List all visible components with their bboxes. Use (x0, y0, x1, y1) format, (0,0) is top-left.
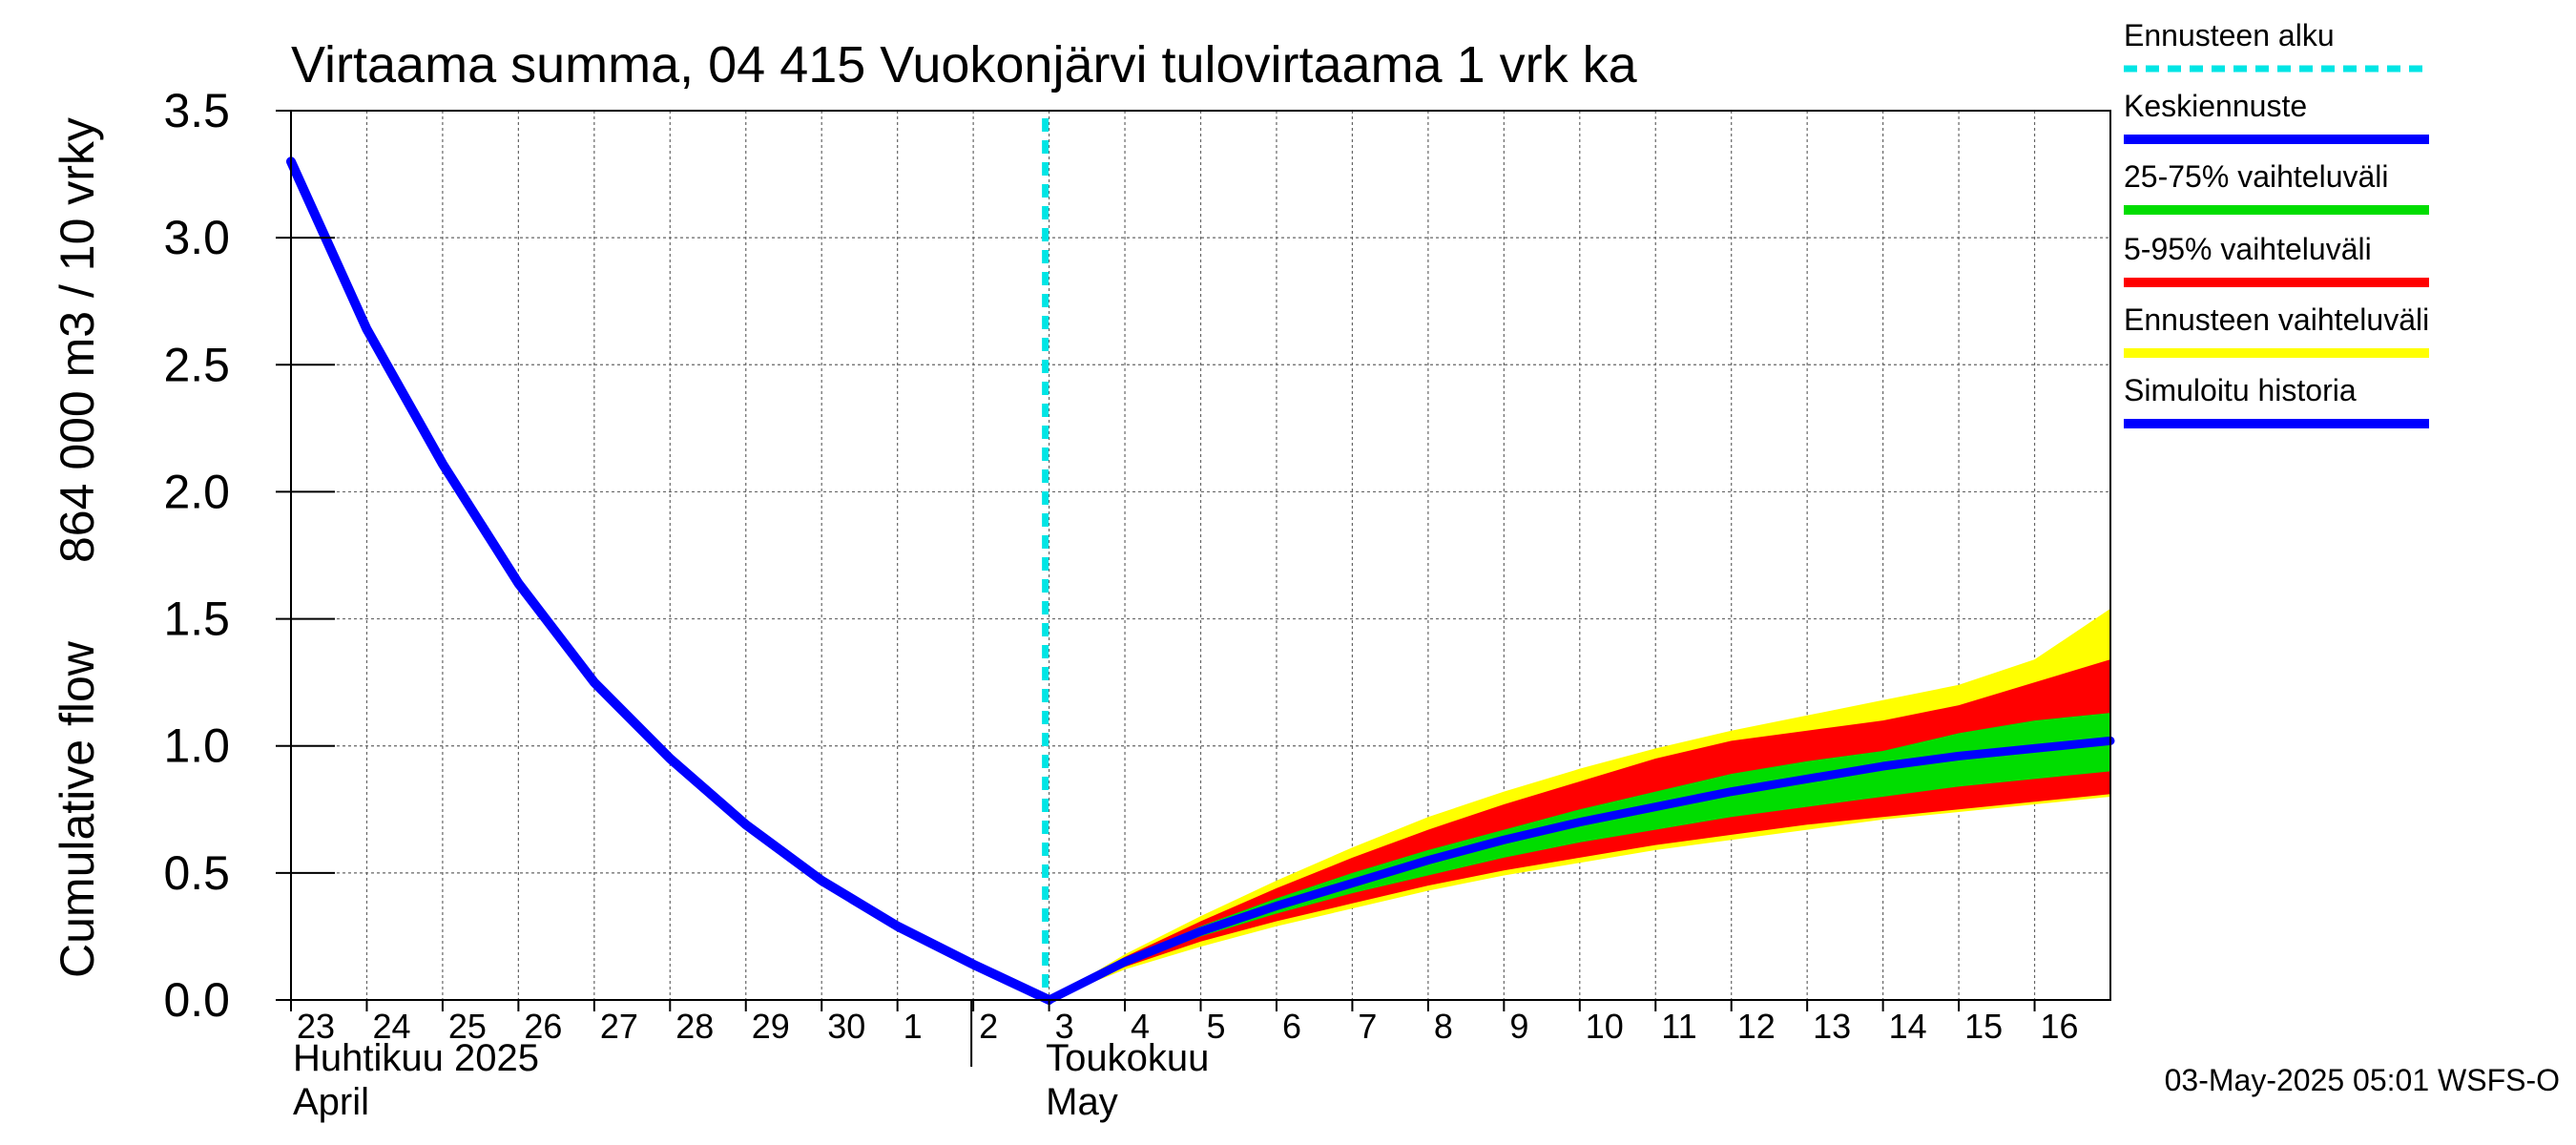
history-point (744, 822, 748, 826)
legend-label: Simuloitu historia (2124, 373, 2357, 407)
x-day-label: 10 (1586, 1007, 1624, 1046)
x-day-label: 5 (1207, 1007, 1226, 1046)
history-point (668, 757, 672, 760)
x-day-label: 15 (1964, 1007, 2003, 1046)
y-tick-label: 0.5 (163, 846, 230, 900)
y-axis-label-line1: Cumulative flow (51, 640, 104, 978)
x-day-label: 7 (1358, 1007, 1377, 1046)
legend-label: Ennusteen vaihteluväli (2124, 302, 2429, 337)
x-day-label: 14 (1889, 1007, 1927, 1046)
x-day-label: 12 (1737, 1007, 1776, 1046)
y-tick-label: 0.0 (163, 973, 230, 1027)
x-day-label: 23 (297, 1007, 335, 1046)
x-day-label: 2 (979, 1007, 998, 1046)
x-day-label: 3 (1055, 1007, 1074, 1046)
grid (291, 110, 2110, 1000)
month-label: Toukokuu (1046, 1037, 1209, 1079)
x-day-label: 25 (448, 1007, 487, 1046)
history-point (820, 879, 823, 883)
band-25-75 (1049, 713, 2110, 1000)
legend-label: Ennusteen alku (2124, 18, 2335, 52)
x-day-label: 27 (600, 1007, 638, 1046)
x-day-label: 9 (1509, 1007, 1528, 1046)
x-day-label: 1 (904, 1007, 923, 1046)
x-day-label: 30 (827, 1007, 865, 1046)
history-point (592, 680, 596, 684)
x-day-label: 4 (1131, 1007, 1150, 1046)
history-point (364, 327, 368, 331)
month-label: Huhtikuu 2025 (293, 1037, 539, 1079)
axes (276, 110, 2111, 1067)
x-day-label: 29 (752, 1007, 790, 1046)
y-tick-label: 3.0 (163, 211, 230, 264)
series-lines (286, 118, 2115, 1005)
x-day-label: 28 (675, 1007, 714, 1046)
x-day-label: 6 (1282, 1007, 1301, 1046)
y-axis-labels: 0.0 0.5 1.0 1.5 2.0 2.5 3.0 3.5 (163, 84, 230, 1027)
history-point (896, 925, 900, 928)
y-axis-label-line2: 864 000 m3 / 10 vrky (51, 117, 104, 563)
median-line (1045, 736, 2115, 1005)
y-tick-label: 2.0 (163, 465, 230, 518)
month-label-english: May (1046, 1081, 1118, 1123)
x-day-label: 13 (1813, 1007, 1851, 1046)
y-tick-label: 3.5 (163, 84, 230, 137)
x-day-label: 16 (2041, 1007, 2079, 1046)
history-point (516, 581, 520, 585)
x-axis-labels: 23 24 25 26 27 28 29 30 1 2 3 4 5 6 7 8 9 10 11 12 13 14 15 16H… (293, 1007, 2079, 1123)
x-day-label: 8 (1434, 1007, 1453, 1046)
history-point (971, 963, 975, 967)
y-tick-label: 2.5 (163, 338, 230, 391)
legend: Ennusteen alku Keskiennuste 25-75% vaihtel… (2124, 18, 2429, 428)
x-day-label: 11 (1661, 1007, 1696, 1046)
legend-label: Keskiennuste (2124, 89, 2307, 123)
month-label-english: April (293, 1081, 369, 1123)
legend-label: 25-75% vaihteluväli (2124, 159, 2389, 194)
history-point (441, 462, 445, 466)
footer-timestamp: 03-May-2025 05:01 WSFS-O (2165, 1063, 2560, 1097)
y-tick-label: 1.5 (163, 593, 230, 646)
x-day-label: 24 (372, 1007, 410, 1046)
forecast-bands (1049, 608, 2110, 1000)
legend-label: 5-95% vaihteluväli (2124, 232, 2372, 266)
x-day-label: 26 (524, 1007, 562, 1046)
chart-title: Virtaama summa, 04 415 Vuokonjärvi tulov… (291, 36, 1638, 94)
y-tick-label: 1.0 (163, 719, 230, 773)
